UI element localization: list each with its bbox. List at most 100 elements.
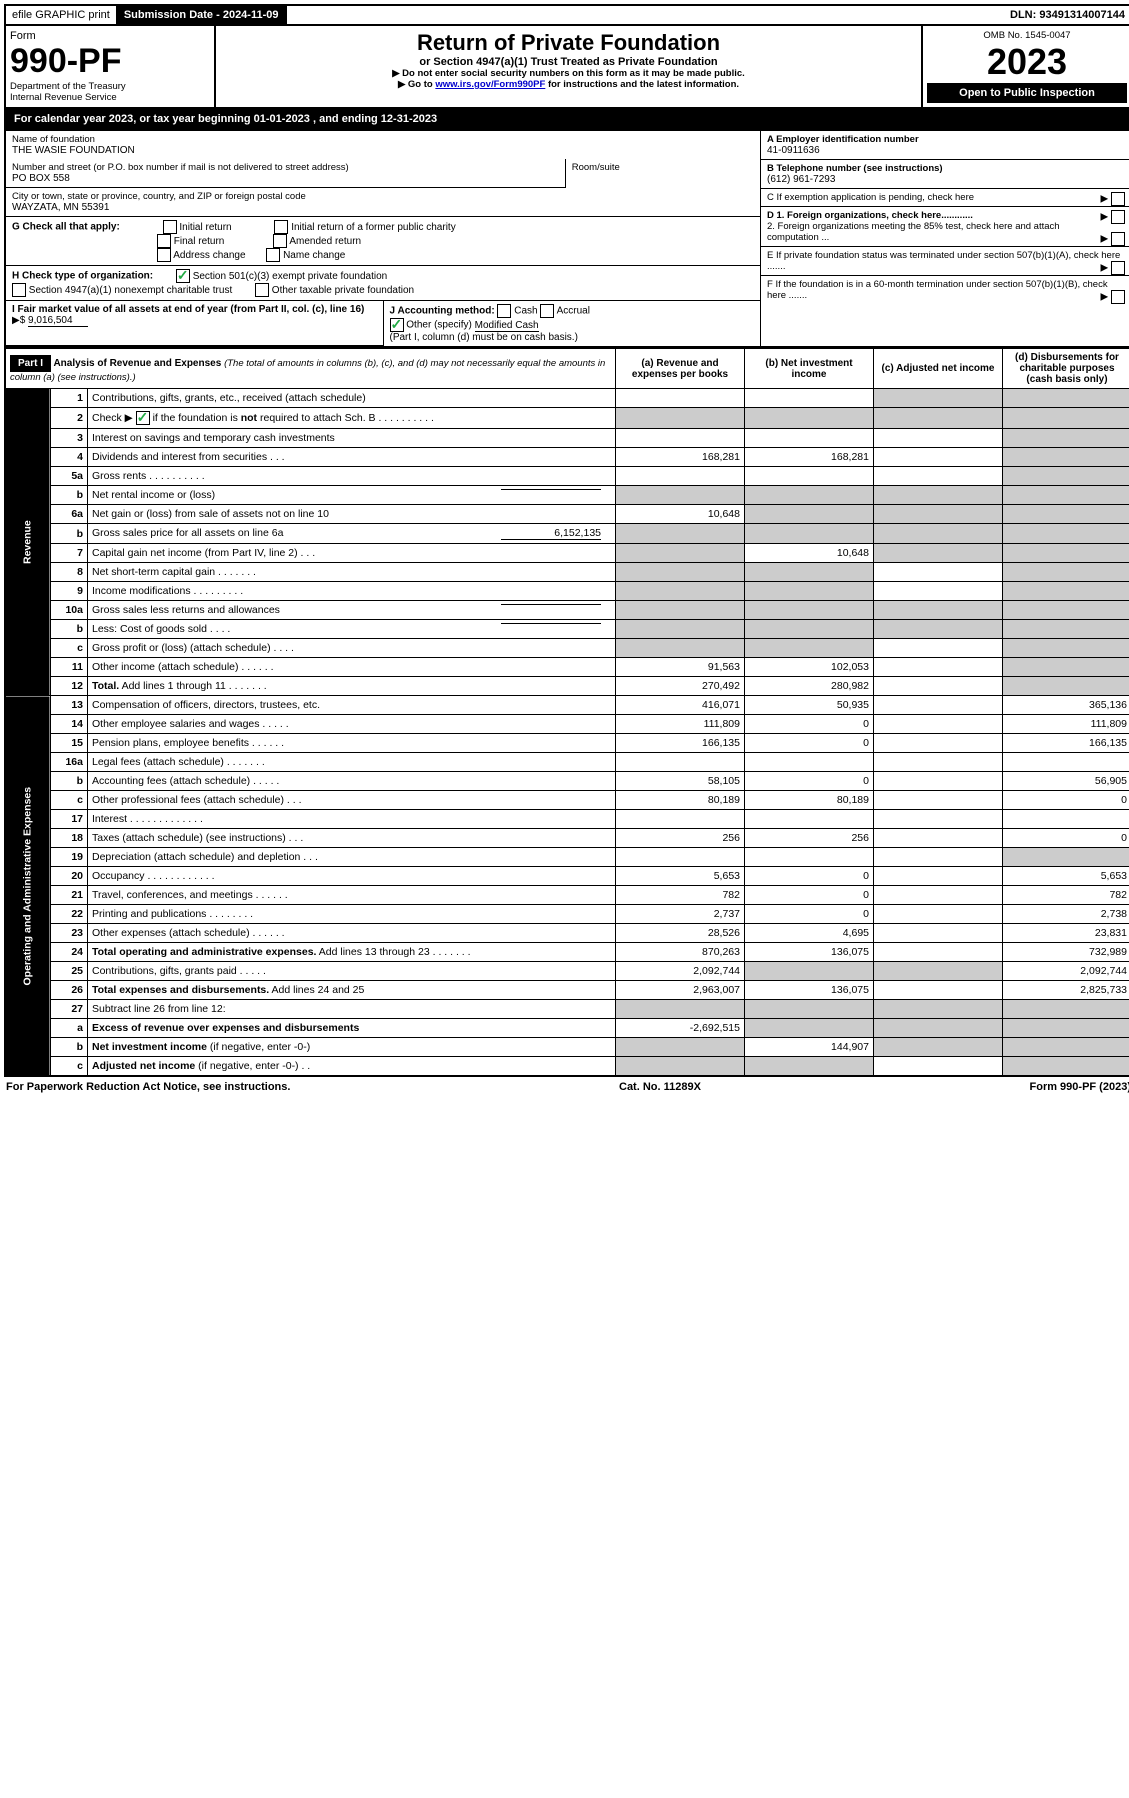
line-number: 1 bbox=[51, 389, 88, 408]
line-number: c bbox=[51, 791, 88, 810]
i-arrow: ▶$ bbox=[12, 315, 25, 326]
accrual-checkbox[interactable] bbox=[540, 304, 554, 318]
city-cell: City or town, state or province, country… bbox=[6, 188, 760, 217]
line-number: 26 bbox=[51, 981, 88, 1000]
value-cell: 136,075 bbox=[745, 981, 874, 1000]
value-cell: 5,653 bbox=[616, 867, 745, 886]
value-cell bbox=[1003, 448, 1129, 467]
501c3-checkbox[interactable] bbox=[176, 269, 190, 283]
info-left: Name of foundation THE WASIE FOUNDATION … bbox=[6, 131, 760, 346]
table-row: 3Interest on savings and temporary cash … bbox=[5, 429, 1129, 448]
value-cell: 782 bbox=[1003, 886, 1129, 905]
value-cell bbox=[616, 389, 745, 408]
header-right: OMB No. 1545-0047 2023 Open to Public In… bbox=[923, 26, 1129, 107]
table-row: 6aNet gain or (loss) from sale of assets… bbox=[5, 505, 1129, 524]
table-row: bNet rental income or (loss) bbox=[5, 486, 1129, 505]
value-cell bbox=[616, 1000, 745, 1019]
value-cell bbox=[1003, 1000, 1129, 1019]
value-cell bbox=[616, 582, 745, 601]
line-description: Gross rents . . . . . . . . . . bbox=[88, 467, 616, 486]
value-cell bbox=[745, 848, 874, 867]
d2-checkbox[interactable] bbox=[1111, 232, 1125, 246]
line-description: Gross profit or (loss) (attach schedule)… bbox=[88, 639, 616, 658]
line-number: b bbox=[51, 772, 88, 791]
arrow-icon: ▶ bbox=[1101, 234, 1109, 245]
line-number: 22 bbox=[51, 905, 88, 924]
d1-checkbox[interactable] bbox=[1111, 210, 1125, 224]
value-cell: 2,825,733 bbox=[1003, 981, 1129, 1000]
form990pf-link[interactable]: www.irs.gov/Form990PF bbox=[435, 79, 545, 90]
c-checkbox[interactable] bbox=[1111, 192, 1125, 206]
4947a1-checkbox[interactable] bbox=[12, 283, 26, 297]
room-cell: Room/suite bbox=[565, 159, 760, 188]
line-number: 5a bbox=[51, 467, 88, 486]
line-description: Interest on savings and temporary cash i… bbox=[88, 429, 616, 448]
col-b-header: (b) Net investment income bbox=[745, 349, 874, 389]
value-cell bbox=[1003, 429, 1129, 448]
e-checkbox[interactable] bbox=[1111, 261, 1125, 275]
initial-return-checkbox[interactable] bbox=[163, 220, 177, 234]
value-cell bbox=[616, 753, 745, 772]
other-method-checkbox[interactable] bbox=[390, 318, 404, 332]
value-cell bbox=[616, 429, 745, 448]
initial-former-checkbox[interactable] bbox=[274, 220, 288, 234]
table-row: aExcess of revenue over expenses and dis… bbox=[5, 1019, 1129, 1038]
value-cell bbox=[745, 810, 874, 829]
f-checkbox[interactable] bbox=[1111, 290, 1125, 304]
amended-return-checkbox[interactable] bbox=[273, 234, 287, 248]
opt-name-change: Name change bbox=[283, 250, 345, 261]
value-cell bbox=[874, 829, 1003, 848]
cash-checkbox[interactable] bbox=[497, 304, 511, 318]
line-description: Other expenses (attach schedule) . . . .… bbox=[88, 924, 616, 943]
line-description: Pension plans, employee benefits . . . .… bbox=[88, 734, 616, 753]
line-description: Printing and publications . . . . . . . … bbox=[88, 905, 616, 924]
value-cell bbox=[874, 1038, 1003, 1057]
value-cell bbox=[874, 658, 1003, 677]
j-other-val: Modified Cash bbox=[475, 320, 539, 332]
value-cell: 416,071 bbox=[616, 696, 745, 715]
value-cell bbox=[874, 620, 1003, 639]
arrow-icon: ▶ bbox=[1101, 292, 1109, 303]
table-row: 15Pension plans, employee benefits . . .… bbox=[5, 734, 1129, 753]
header-center: Return of Private Foundation or Section … bbox=[216, 26, 923, 107]
name-change-checkbox[interactable] bbox=[266, 248, 280, 262]
other-taxable-checkbox[interactable] bbox=[255, 283, 269, 297]
line-description: Taxes (attach schedule) (see instruction… bbox=[88, 829, 616, 848]
line-number: 3 bbox=[51, 429, 88, 448]
col-d-header: (d) Disbursements for charitable purpose… bbox=[1003, 349, 1129, 389]
line-description: Contributions, gifts, grants, etc., rece… bbox=[88, 389, 616, 408]
efile-label: efile GRAPHIC print bbox=[6, 6, 118, 24]
section-g: G Check all that apply: Initial return I… bbox=[6, 217, 760, 266]
value-cell: 4,695 bbox=[745, 924, 874, 943]
value-cell bbox=[745, 1057, 874, 1077]
table-row: 25Contributions, gifts, grants paid . . … bbox=[5, 962, 1129, 981]
value-cell bbox=[616, 848, 745, 867]
table-row: 17Interest . . . . . . . . . . . . . bbox=[5, 810, 1129, 829]
value-cell: 2,092,744 bbox=[616, 962, 745, 981]
line-description: Occupancy . . . . . . . . . . . . bbox=[88, 867, 616, 886]
table-row: 10aGross sales less returns and allowanc… bbox=[5, 601, 1129, 620]
irs: Internal Revenue Service bbox=[10, 92, 210, 103]
value-cell: 10,648 bbox=[745, 544, 874, 563]
final-return-checkbox[interactable] bbox=[157, 234, 171, 248]
value-cell: 144,907 bbox=[745, 1038, 874, 1057]
line-description: Net gain or (loss) from sale of assets n… bbox=[88, 505, 616, 524]
table-row: 20Occupancy . . . . . . . . . . . .5,653… bbox=[5, 867, 1129, 886]
header-left: Form 990-PF Department of the Treasury I… bbox=[6, 26, 216, 107]
address-change-checkbox[interactable] bbox=[157, 248, 171, 262]
section-h: H Check type of organization: Section 50… bbox=[6, 266, 760, 301]
e-label: E If private foundation status was termi… bbox=[767, 250, 1120, 272]
value-cell: 80,189 bbox=[745, 791, 874, 810]
value-cell bbox=[616, 620, 745, 639]
value-cell bbox=[874, 715, 1003, 734]
info-block: Name of foundation THE WASIE FOUNDATION … bbox=[4, 131, 1129, 348]
tax-year: 2023 bbox=[927, 41, 1127, 83]
dln: DLN: 93491314007144 bbox=[1004, 6, 1129, 24]
schb-checkbox[interactable] bbox=[136, 411, 150, 425]
value-cell bbox=[1003, 639, 1129, 658]
city-label: City or town, state or province, country… bbox=[12, 191, 754, 202]
line-description: Other income (attach schedule) . . . . .… bbox=[88, 658, 616, 677]
line-description: Other employee salaries and wages . . . … bbox=[88, 715, 616, 734]
value-cell bbox=[616, 408, 745, 429]
value-cell bbox=[745, 582, 874, 601]
